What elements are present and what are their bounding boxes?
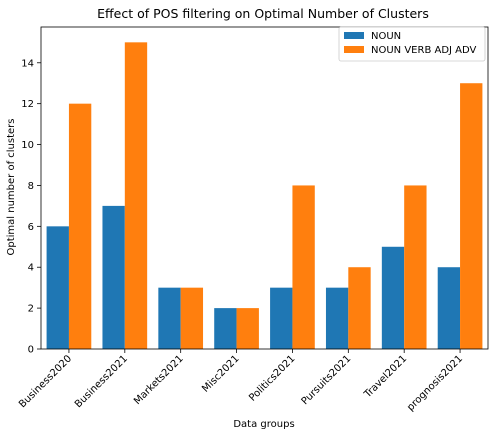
bar-noun (158, 288, 180, 349)
y-tick-label: 6 (28, 222, 34, 233)
y-axis-label: Optimal number of clusters (6, 119, 17, 256)
x-tick-label: Politics2021 (247, 353, 297, 403)
bar-noun-verb-adj-adv (404, 185, 426, 349)
legend-swatch (344, 32, 364, 39)
bar-noun-verb-adj-adv (237, 308, 259, 349)
x-tick-label: prognosis2021 (405, 353, 465, 413)
x-tick-label: Markets2021 (132, 353, 186, 407)
bar-noun-verb-adj-adv (125, 42, 147, 349)
bar-noun-verb-adj-adv (181, 288, 203, 349)
bar-noun (214, 308, 236, 349)
bar-noun (382, 247, 404, 349)
bar-noun (326, 288, 348, 349)
x-tick-label: Travel2021 (362, 353, 410, 401)
x-tick-label: Misc2021 (200, 353, 241, 394)
x-axis-label: Data groups (233, 419, 294, 430)
legend-swatch (344, 46, 364, 53)
y-tick-label: 0 (28, 345, 34, 356)
bar-noun (102, 206, 124, 349)
legend-label: NOUN (371, 31, 401, 42)
legend: NOUN NOUN VERB ADJ ADV (339, 27, 485, 61)
bar-noun-verb-adj-adv (460, 83, 482, 349)
chart-title: Effect of POS filtering on Optimal Numbe… (97, 6, 429, 21)
y-tick-label: 10 (21, 140, 34, 151)
legend-label: NOUN VERB ADJ ADV (371, 45, 477, 56)
y-tick-label: 2 (28, 304, 34, 315)
x-tick-label: Business2021 (73, 353, 130, 410)
x-tick-label: Pursuits2021 (300, 353, 354, 407)
bar-noun (47, 226, 69, 349)
y-tick-label: 14 (21, 58, 34, 69)
x-tick-label: Business2020 (17, 353, 74, 410)
bar-noun (438, 267, 460, 349)
y-tick-label: 4 (28, 263, 34, 274)
y-tick-label: 12 (21, 99, 34, 110)
bar-noun (270, 288, 292, 349)
bar-noun-verb-adj-adv (348, 267, 370, 349)
y-tick-label: 8 (28, 181, 34, 192)
bar-noun-verb-adj-adv (69, 104, 91, 349)
bar-noun-verb-adj-adv (292, 185, 314, 349)
